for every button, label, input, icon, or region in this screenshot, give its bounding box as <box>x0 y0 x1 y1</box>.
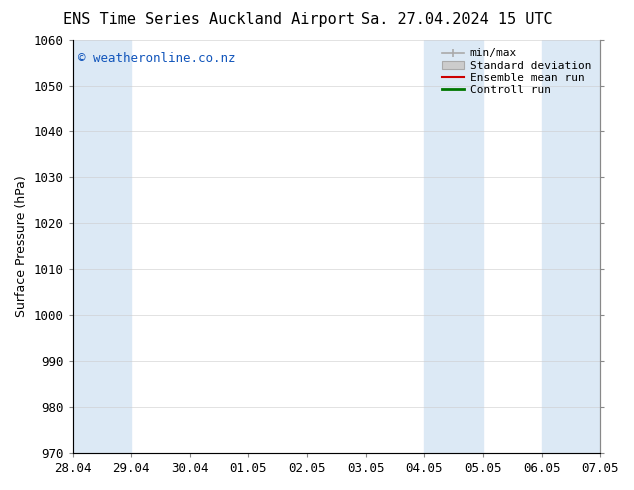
Text: ENS Time Series Auckland Airport: ENS Time Series Auckland Airport <box>63 12 355 27</box>
Text: © weatheronline.co.nz: © weatheronline.co.nz <box>78 52 235 65</box>
Bar <box>72 40 131 453</box>
Bar <box>541 40 600 453</box>
Bar <box>424 40 483 453</box>
Legend: min/max, Standard deviation, Ensemble mean run, Controll run: min/max, Standard deviation, Ensemble me… <box>439 45 595 98</box>
Text: Sa. 27.04.2024 15 UTC: Sa. 27.04.2024 15 UTC <box>361 12 552 27</box>
Y-axis label: Surface Pressure (hPa): Surface Pressure (hPa) <box>15 175 28 317</box>
